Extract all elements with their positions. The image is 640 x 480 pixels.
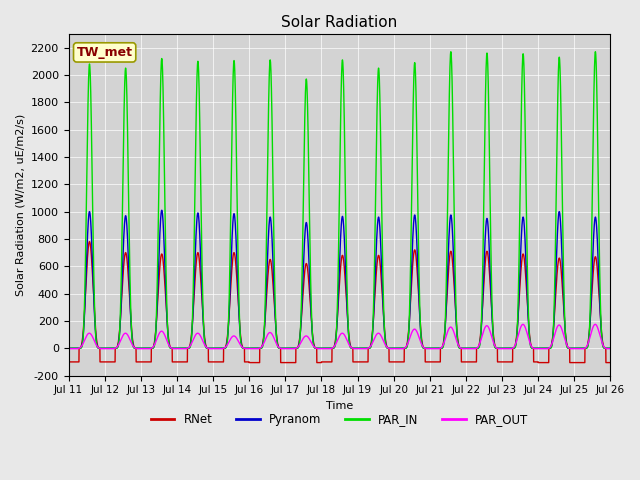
RNet xyxy=(607,360,614,365)
PAR_IN xyxy=(319,346,327,351)
Line: PAR_IN: PAR_IN xyxy=(68,52,611,348)
Legend: RNet, Pyranom, PAR_IN, PAR_OUT: RNet, Pyranom, PAR_IN, PAR_OUT xyxy=(146,409,533,431)
PAR_IN xyxy=(461,346,468,351)
RNet xyxy=(245,360,253,365)
PAR_OUT xyxy=(431,346,438,351)
Pyranom xyxy=(607,346,614,351)
Pyranom xyxy=(492,345,499,351)
RNet xyxy=(431,359,439,365)
PAR_IN xyxy=(606,346,614,351)
Pyranom xyxy=(319,346,327,351)
PAR_IN xyxy=(162,261,170,267)
Y-axis label: Solar Radiation (W/m2, uE/m2/s): Solar Radiation (W/m2, uE/m2/s) xyxy=(15,114,25,296)
Pyranom xyxy=(431,346,439,351)
Title: Solar Radiation: Solar Radiation xyxy=(282,15,397,30)
Pyranom xyxy=(162,294,170,300)
Line: PAR_OUT: PAR_OUT xyxy=(68,324,611,348)
PAR_IN xyxy=(447,49,454,55)
PAR_OUT xyxy=(606,346,614,351)
RNet xyxy=(606,360,614,365)
PAR_IN xyxy=(65,346,72,351)
Line: RNet: RNet xyxy=(68,241,611,362)
RNet xyxy=(461,359,469,365)
Pyranom xyxy=(65,346,72,351)
PAR_OUT xyxy=(319,346,327,351)
Line: Pyranom: Pyranom xyxy=(68,210,611,348)
PAR_OUT xyxy=(162,335,170,341)
PAR_OUT xyxy=(519,322,527,327)
RNet xyxy=(162,301,170,307)
RNet xyxy=(86,239,93,244)
Text: TW_met: TW_met xyxy=(77,46,132,59)
PAR_OUT xyxy=(607,346,614,351)
PAR_OUT xyxy=(65,346,72,351)
PAR_IN xyxy=(607,346,614,351)
RNet xyxy=(65,359,72,365)
PAR_IN xyxy=(431,346,438,351)
RNet xyxy=(492,345,500,350)
PAR_IN xyxy=(492,345,499,351)
Pyranom xyxy=(158,207,166,213)
PAR_OUT xyxy=(461,346,468,351)
Pyranom xyxy=(461,346,468,351)
Pyranom xyxy=(606,346,614,351)
PAR_OUT xyxy=(492,344,499,350)
RNet xyxy=(319,359,327,365)
X-axis label: Time: Time xyxy=(326,401,353,411)
